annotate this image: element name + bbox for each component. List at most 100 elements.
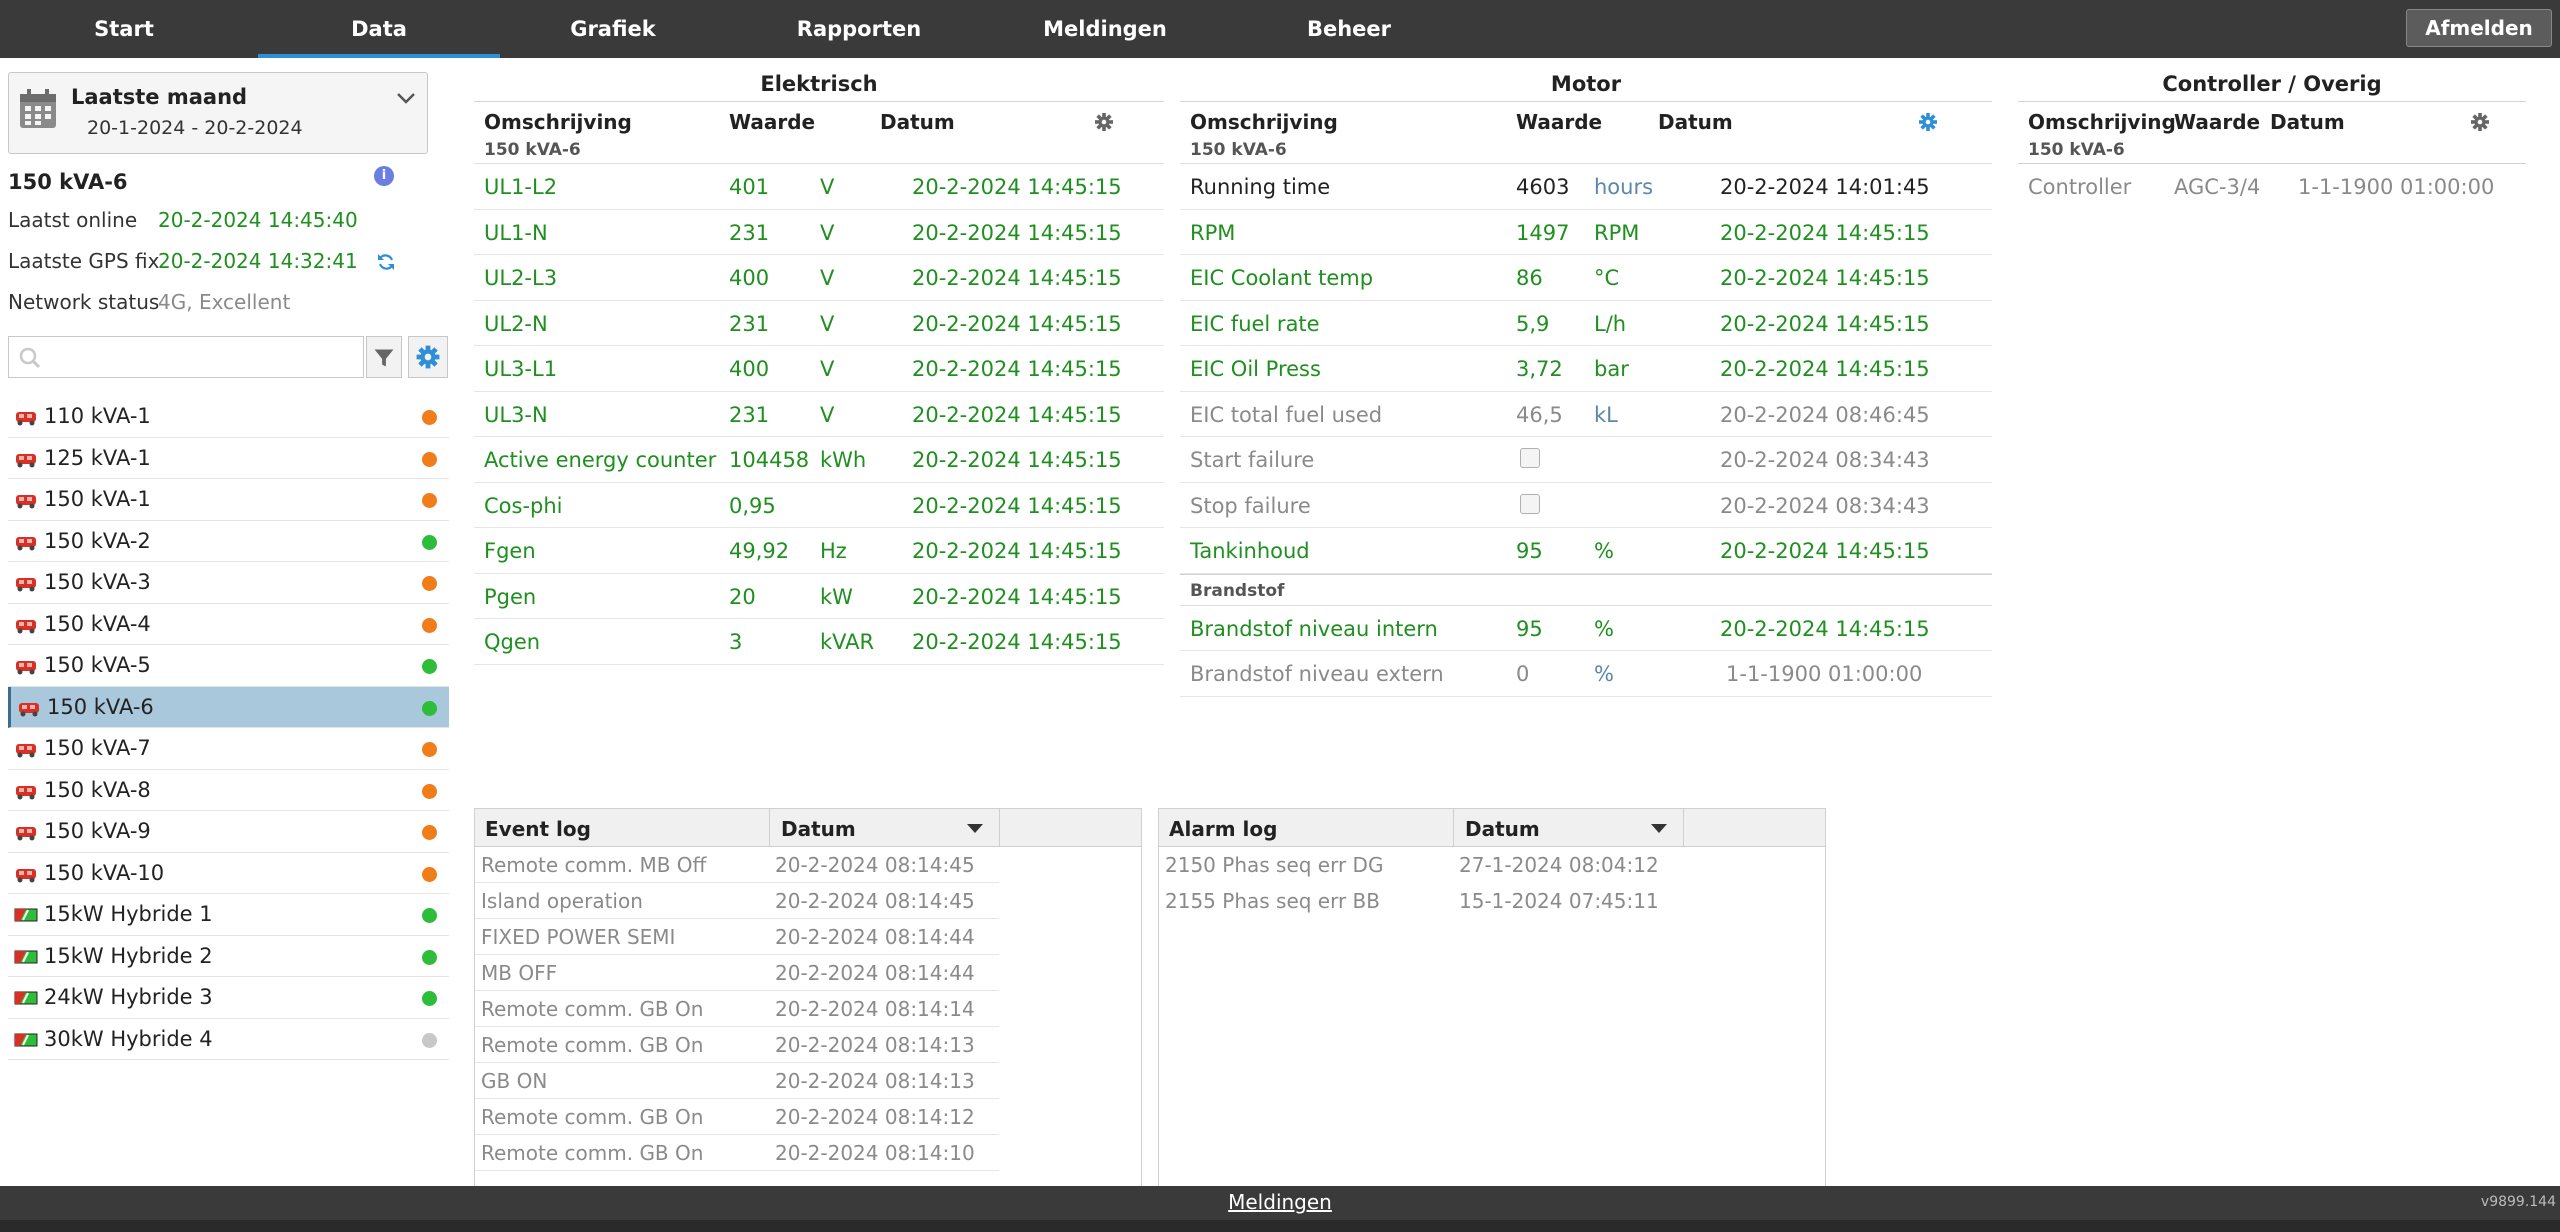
unit-list-item[interactable]: 150 kVA-4 [8,604,449,645]
header-omschrijving[interactable]: Omschrijving [484,110,632,134]
version-label: v9899.144 [2480,1194,2556,1210]
unit-list-item[interactable]: 30kW Hybride 4 [8,1019,449,1060]
log-text: 2150 Phas seq err DG [1165,853,1384,877]
table-row: UL2-N 231 V 20-2-2024 14:45:15 [474,301,1164,346]
log-date: 20-2-2024 08:14:10 [775,1141,975,1165]
group-label: 150 kVA-6 [2018,138,2526,164]
row-desc: RPM [1190,220,1236,245]
logout-button[interactable]: Afmelden [2406,9,2552,47]
search-input[interactable] [49,341,355,373]
unit-label: 150 kVA-6 [47,694,154,719]
header-datum[interactable]: Datum [880,110,955,134]
gear-icon[interactable] [1094,112,1114,132]
status-checkbox[interactable] [1520,493,1540,514]
header-waarde[interactable]: Waarde [729,110,816,134]
unit-list-item[interactable]: 110 kVA-1 [8,396,449,438]
row-date: 20-2-2024 14:45:15 [912,220,1122,245]
row-unit: L/h [1594,311,1627,336]
header-omschrijving[interactable]: Omschrijving [2028,110,2176,134]
panel-title: Controller / Overig [2018,72,2526,102]
filter-button[interactable] [366,336,402,378]
tab-meldingen[interactable]: Meldingen [1043,17,1167,41]
hybrid-icon [14,1033,38,1046]
unit-list-item[interactable]: 150 kVA-1 [8,479,449,521]
log-text: Remote comm. GB On [481,1033,704,1057]
chevron-down-icon[interactable] [395,87,417,109]
table-row: UL1-L2 401 V 20-2-2024 14:45:15 [474,164,1164,210]
refresh-icon[interactable] [376,252,396,272]
unit-list-item[interactable]: 150 kVA-10 [8,853,449,894]
alarm-log-title[interactable]: Alarm log [1169,817,1278,841]
tab-grafiek[interactable]: Grafiek [570,17,656,41]
unit-list-item[interactable]: 150 kVA-2 [8,521,449,562]
column-divider[interactable] [1453,809,1454,847]
notifications-link[interactable]: Meldingen [1228,1190,1332,1214]
header-datum[interactable]: Datum [2270,110,2345,134]
row-unit: V [820,357,835,381]
unit-list-item[interactable]: 15kW Hybride 1 [8,894,449,936]
row-unit: kL [1594,402,1618,427]
event-log-date-header[interactable]: Datum [781,817,856,841]
filter-icon [374,349,394,367]
unit-list-item[interactable]: 150 kVA-3 [8,562,449,604]
status-dot-icon [422,659,437,674]
info-icon[interactable]: i [374,166,394,186]
tab-data[interactable]: Data [258,0,500,58]
generator-icon [16,578,36,592]
top-navigation: Start Data Grafiek Rapporten Meldingen B… [0,0,2560,58]
tab-beheer[interactable]: Beheer [1306,17,1392,41]
row-unit: V [820,220,835,245]
unit-list-item[interactable]: 24kW Hybride 3 [8,977,449,1019]
gear-icon[interactable] [2470,112,2490,132]
period-selector[interactable]: Laatste maand 20-1-2024 - 20-2-2024 [8,72,428,154]
row-unit: V [820,311,835,336]
alarm-log-date-header[interactable]: Datum [1465,817,1540,841]
unit-list-item[interactable]: 150 kVA-8 [8,770,449,811]
unit-list-item[interactable]: 125 kVA-1 [8,438,449,479]
log-text: Remote comm. GB On [481,997,704,1021]
unit-label: 150 kVA-4 [44,611,151,636]
notifications-bar: Meldingen v9899.144 [0,1186,2560,1220]
sort-desc-icon[interactable] [967,824,983,833]
gear-icon[interactable] [1918,112,1938,132]
unit-label: 15kW Hybride 1 [44,902,213,926]
status-checkbox[interactable] [1520,448,1540,468]
unit-list-item[interactable]: 150 kVA-5 [8,645,449,687]
column-divider[interactable] [999,809,1000,847]
row-value: 0,95 [729,493,776,518]
log-date: 15-1-2024 07:45:11 [1459,889,1659,913]
alarm-log-header: Alarm log Datum [1159,809,1825,847]
list-settings-button[interactable] [408,336,448,378]
status-dot-icon [422,617,437,633]
sort-desc-icon[interactable] [1651,824,1667,833]
log-text: MB OFF [481,961,558,985]
log-date: 20-2-2024 08:14:45 [775,853,975,877]
unit-list-item[interactable]: 15kW Hybride 2 [8,936,449,977]
unit-list-item[interactable]: 150 kVA-9 [8,811,449,853]
row-value: 1497 [1516,220,1570,245]
generator-icon [16,827,36,841]
event-log-header: Event log Datum [475,809,1141,847]
unit-list-item[interactable]: 150 kVA-6 [8,686,449,728]
row-date: 20-2-2024 14:45:15 [1720,266,1930,290]
table-row: UL3-N 231 V 20-2-2024 14:45:15 [474,392,1164,437]
last-gps-value: 20-2-2024 14:32:41 [158,249,358,273]
header-waarde[interactable]: Waarde [1516,110,1603,134]
column-divider[interactable] [1683,809,1684,847]
tab-start[interactable]: Start [94,17,154,41]
table-row: UL2-L3 400 V 20-2-2024 14:45:15 [474,255,1164,301]
tab-rapporten[interactable]: Rapporten [796,17,922,41]
header-omschrijving[interactable]: Omschrijving [1190,110,1338,134]
unit-list-item[interactable]: 150 kVA-7 [8,728,449,770]
row-value: 401 [729,175,770,199]
log-row: Remote comm. GB On 20-2-2024 08:14:14 [475,991,999,1027]
row-value: 3,72 [1516,357,1563,381]
column-divider[interactable] [769,809,770,847]
unit-label: 150 kVA-2 [44,528,151,553]
header-datum[interactable]: Datum [1658,110,1733,134]
unit-list: 110 kVA-1 125 kVA-1 150 kVA-1 150 kVA-2 150 … [8,396,449,1060]
header-waarde[interactable]: Waarde [2174,110,2261,134]
group-label: 150 kVA-6 [474,138,1164,164]
event-log-title[interactable]: Event log [485,817,591,841]
log-text: Island operation [481,889,643,913]
